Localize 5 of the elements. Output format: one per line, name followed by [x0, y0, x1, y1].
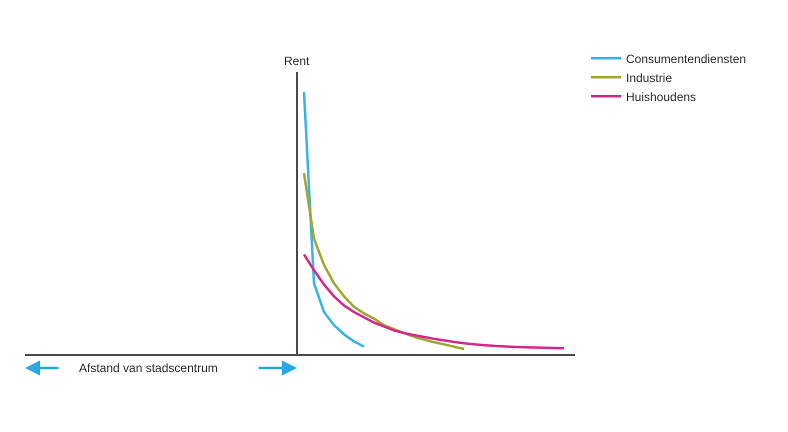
- legend-label: Huishoudens: [626, 90, 696, 104]
- legend-label: Consumentendiensten: [626, 52, 746, 66]
- legend-label: Industrie: [626, 70, 672, 85]
- text: Afstand van stadscentrum: [79, 361, 218, 375]
- y-axis-title: Rent: [284, 54, 310, 68]
